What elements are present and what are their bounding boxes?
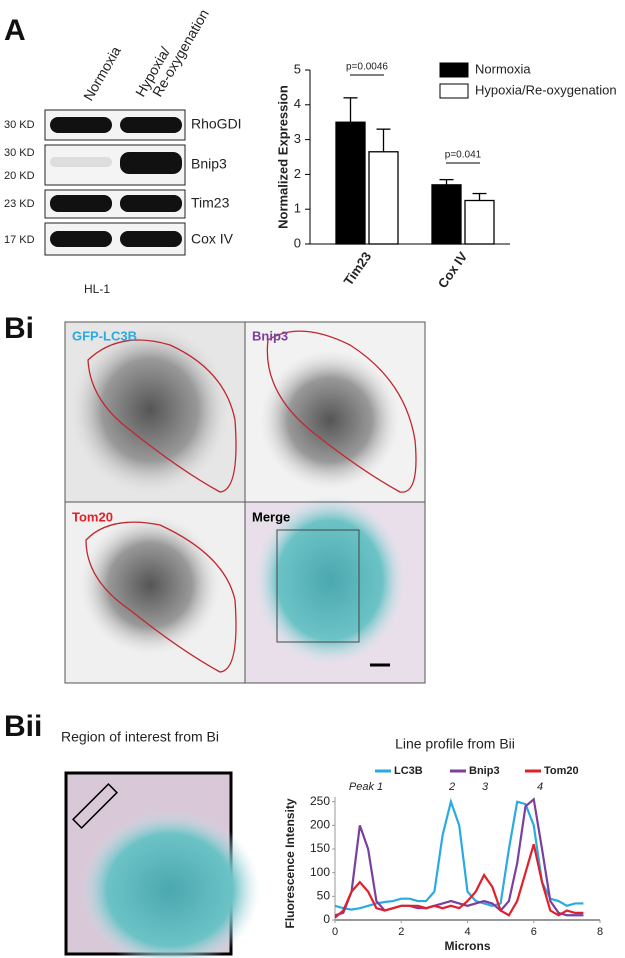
annotation: 3: [482, 781, 489, 793]
cell: [255, 495, 405, 665]
cell: [80, 515, 220, 655]
annotation: 4: [537, 781, 543, 793]
blot: Normoxia Hypoxia/ Re-oxygenation 30 KD 3…: [4, 6, 242, 296]
x-axis-label: Microns: [444, 939, 490, 953]
annotation: p=0.041: [445, 150, 482, 161]
image-label: Merge: [252, 509, 290, 524]
y-tick-label: 4: [294, 96, 301, 111]
marker-label: 30 KD: [4, 147, 35, 159]
band: [50, 117, 112, 133]
x-tick-label: Cox IV: [435, 249, 471, 291]
bar: [335, 121, 366, 245]
cell: [70, 325, 230, 495]
legend-swatch: [439, 83, 469, 99]
annotation: 2: [448, 781, 455, 793]
x-tick-label: 0: [332, 926, 338, 938]
roi-box: [276, 529, 360, 643]
protein-label: Bnip3: [191, 156, 227, 172]
y-axis-label: Normalized Expression: [275, 85, 290, 229]
x-tick-label: 6: [531, 926, 537, 938]
band: [120, 152, 182, 174]
y-tick-label: 100: [310, 865, 330, 879]
legend-label: Tom20: [544, 765, 579, 777]
image-label: Tom20: [72, 509, 113, 524]
y-tick-label: 5: [294, 61, 301, 76]
outline: [85, 521, 237, 673]
panel-label: A: [4, 14, 26, 47]
y-tick-label: 1: [294, 201, 301, 216]
protein-label: Tim23: [191, 195, 230, 211]
outline: [266, 330, 417, 493]
marker-label: 17 KD: [4, 234, 35, 246]
bar: [464, 199, 495, 245]
bar: [431, 184, 462, 245]
y-tick-label: 150: [310, 841, 330, 855]
bar: [368, 151, 399, 245]
panel-label: Bii: [4, 710, 42, 743]
y-tick-label: 50: [317, 889, 331, 903]
cell: [260, 350, 400, 490]
y-tick-label: 200: [310, 818, 330, 832]
cell-line: HL-1: [84, 282, 110, 296]
x-tick-label: 8: [597, 926, 603, 938]
image-grid: GFP-LC3B Bnip3 Tom20 Merge: [64, 321, 426, 684]
x-tick-label: 2: [398, 926, 404, 938]
lane-label: Normoxia: [80, 43, 124, 103]
y-tick-label: 0: [323, 912, 330, 926]
y-tick-label: 3: [294, 131, 301, 146]
image-label: Bnip3: [252, 328, 288, 343]
marker-label: 20 KD: [4, 170, 35, 182]
legend-label: LC3B: [394, 765, 423, 777]
band: [50, 157, 112, 167]
roi-title: Region of interest from Bi: [61, 729, 219, 745]
protein-label: Cox IV: [191, 231, 234, 247]
line-roi: [72, 783, 118, 829]
y-tick-label: 2: [294, 166, 301, 181]
line: [334, 797, 584, 917]
x-tick-label: Tim23: [341, 249, 375, 288]
band: [50, 195, 112, 212]
image-label: GFP-LC3B: [72, 328, 137, 343]
band: [50, 231, 112, 247]
legend-label: Bnip3: [469, 765, 500, 777]
y-tick-label: 250: [310, 794, 330, 808]
marker-label: 30 KD: [4, 119, 35, 131]
legend-label: Normoxia: [475, 61, 531, 76]
legend-swatch: [439, 62, 469, 78]
x-tick-label: 4: [464, 926, 470, 938]
annotation: Peak 1: [349, 781, 383, 793]
legend-label: Hypoxia/Re-oxygenation: [475, 82, 617, 97]
band: [120, 195, 182, 212]
band: [120, 117, 182, 133]
y-axis-label: Fluorescence Intensity: [283, 798, 297, 928]
outline: [87, 339, 237, 493]
panel-label: Bi: [4, 312, 34, 345]
chart-title: Line profile from Bii: [395, 736, 515, 752]
y-tick-label: 0: [294, 235, 301, 250]
line: [334, 843, 584, 919]
roi-cell: [80, 810, 260, 958]
band: [120, 231, 182, 247]
marker-label: 23 KD: [4, 198, 35, 210]
protein-label: RhoGDI: [191, 116, 242, 132]
annotation: p=0.0046: [346, 62, 388, 73]
